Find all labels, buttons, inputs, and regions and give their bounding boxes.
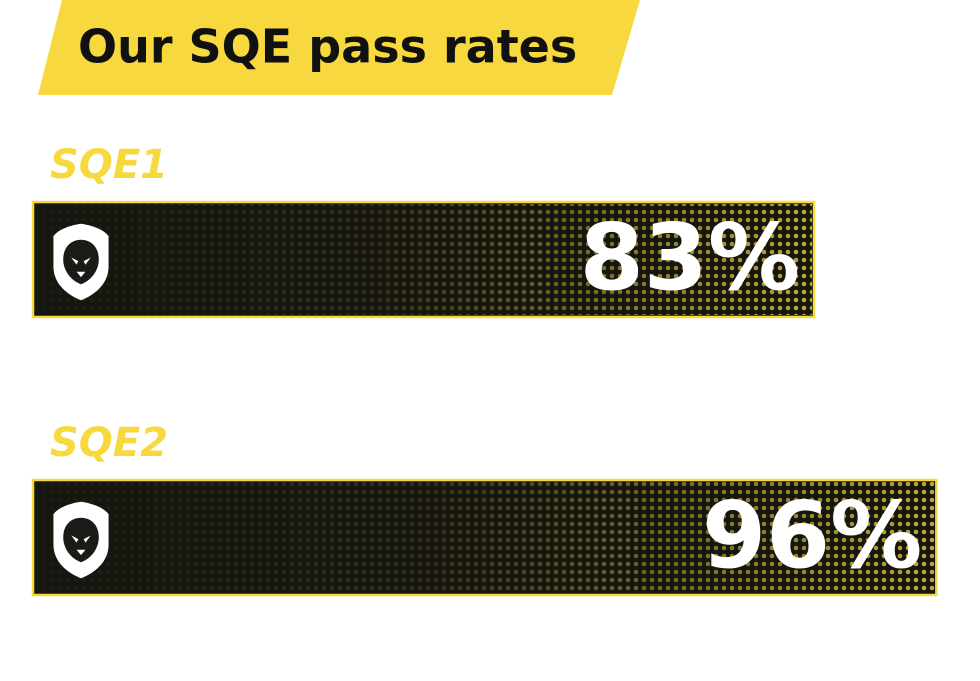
bar-group: 83% xyxy=(31,200,816,319)
value-label: 83% xyxy=(580,204,800,311)
category-label: SQE1 xyxy=(50,142,168,188)
category-label: SQE2 xyxy=(50,420,168,466)
bar-halftone xyxy=(35,482,935,593)
bar-halftone xyxy=(35,204,813,315)
bar-group: 96% xyxy=(31,478,938,597)
chart-title: Our SQE pass rates xyxy=(78,20,577,74)
bars: SQE1 83% SQE2 96% xyxy=(31,142,938,597)
value-label: 96% xyxy=(702,482,922,589)
title-banner xyxy=(38,0,640,95)
